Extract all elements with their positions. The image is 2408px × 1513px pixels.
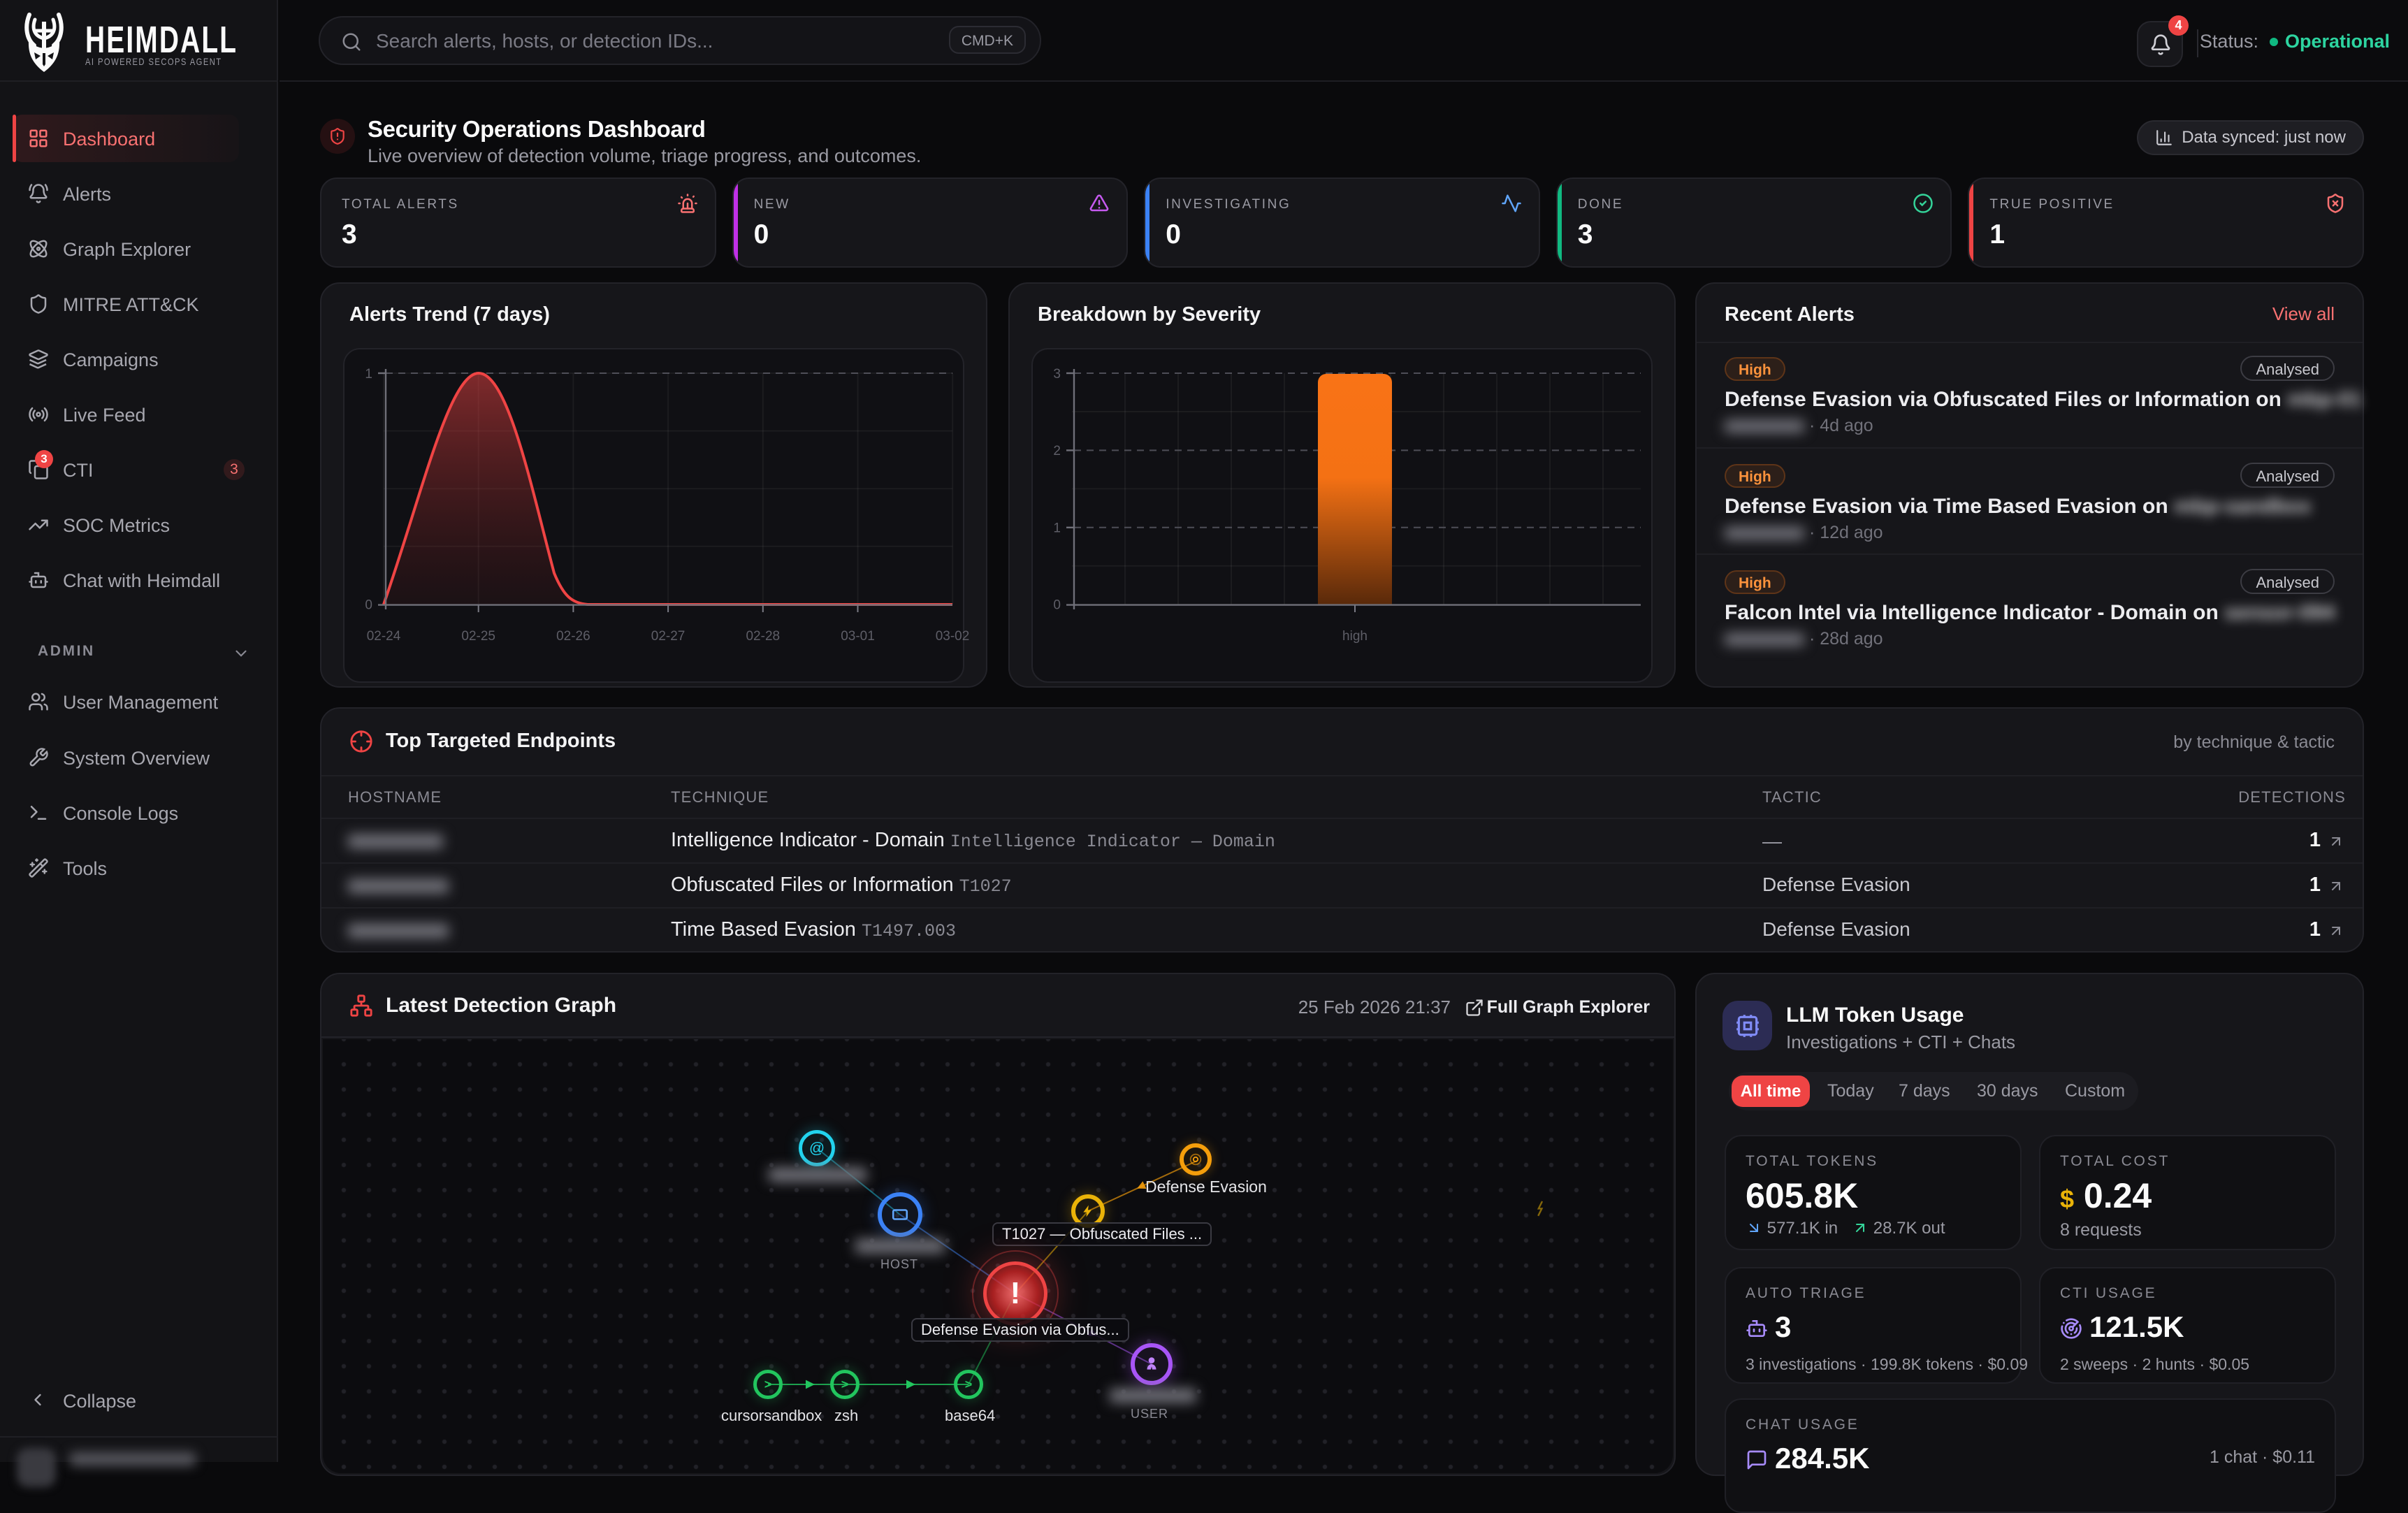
svg-text:02-25: 02-25: [461, 629, 495, 644]
svg-text:02-24: 02-24: [367, 629, 401, 644]
svg-text:high: high: [1342, 629, 1368, 644]
svg-text:1: 1: [1053, 521, 1061, 535]
svg-text:0: 0: [1053, 598, 1061, 613]
svg-text:02-28: 02-28: [746, 629, 780, 644]
svg-text:02-26: 02-26: [556, 629, 590, 644]
svg-text:03-01: 03-01: [841, 629, 875, 644]
svg-text:02-27: 02-27: [651, 629, 686, 644]
svg-text:0: 0: [365, 598, 372, 613]
svg-text:03-02: 03-02: [936, 629, 970, 644]
svg-text:1: 1: [365, 367, 372, 382]
svg-text:3: 3: [1053, 367, 1061, 382]
svg-text:2: 2: [1053, 444, 1061, 458]
